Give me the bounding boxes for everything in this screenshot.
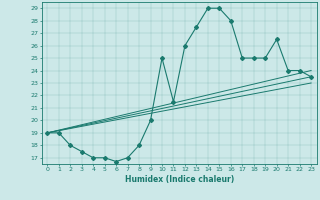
X-axis label: Humidex (Indice chaleur): Humidex (Indice chaleur) [124,175,234,184]
